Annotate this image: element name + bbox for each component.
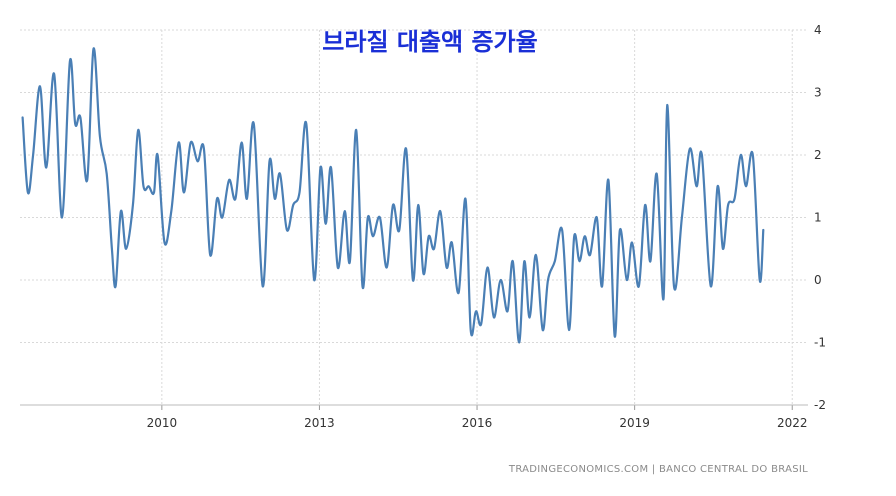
y-tick-label: 0 [814, 273, 822, 287]
y-tick-label: 2 [814, 148, 822, 162]
y-tick-label: 1 [814, 211, 822, 225]
axis-ticks: -2 -1 0 1 2 3 4 2010 2013 2016 2019 2022 [147, 23, 826, 430]
x-tick-label: 2019 [619, 416, 650, 430]
x-tick-label: 2022 [777, 416, 808, 430]
grid-lines [20, 29, 808, 410]
y-tick-label: -1 [814, 336, 826, 350]
series-layer [21, 47, 765, 344]
y-tick-label: -2 [814, 398, 826, 412]
x-tick-label: 2010 [147, 416, 178, 430]
y-tick-label: 3 [814, 86, 822, 100]
chart-title: 브라질 대출액 증가율 [322, 28, 537, 56]
x-tick-label: 2016 [462, 416, 493, 430]
x-tick-label: 2013 [304, 416, 335, 430]
series-line [21, 47, 765, 344]
source-credit: TRADINGECONOMICS.COM | BANCO CENTRAL DO … [508, 464, 808, 475]
y-tick-label: 4 [814, 23, 822, 37]
